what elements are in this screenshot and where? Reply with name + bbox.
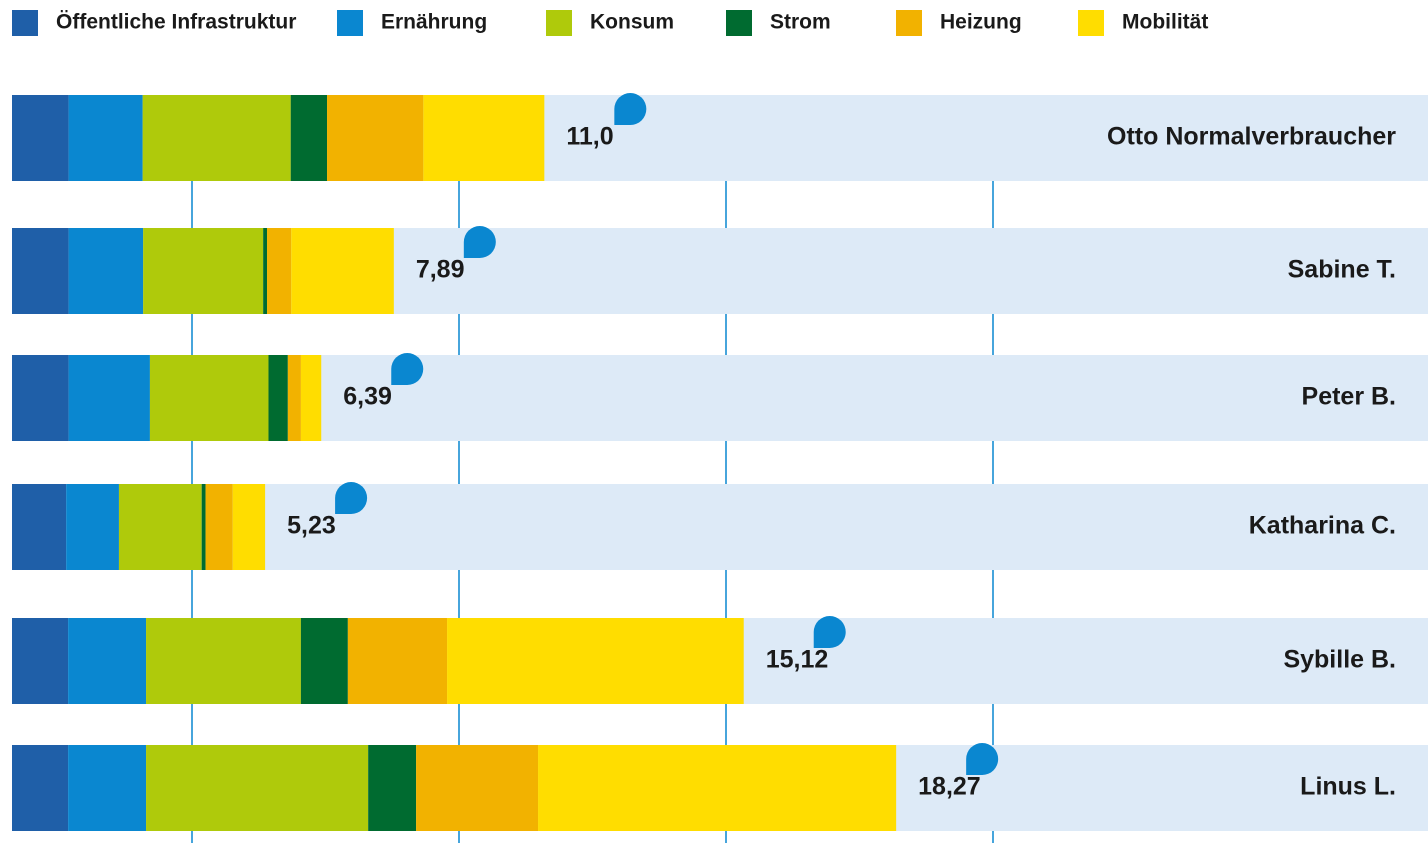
legend-swatch xyxy=(337,10,363,36)
bar-segment xyxy=(267,228,292,314)
total-pin xyxy=(614,93,647,125)
bar-segment xyxy=(68,95,143,181)
legend-label: Öffentliche Infrastruktur xyxy=(56,11,296,34)
legend-swatch xyxy=(546,10,572,36)
bar-segment xyxy=(347,618,448,704)
grid-lines xyxy=(191,95,994,843)
bar-segment xyxy=(416,745,539,831)
category-label: Katharina C. xyxy=(1249,512,1396,540)
bar-segment xyxy=(232,484,266,570)
legend-swatch xyxy=(12,10,38,36)
category-label: Sybille B. xyxy=(1283,646,1396,674)
category-label: Peter B. xyxy=(1302,383,1396,411)
bar-segment xyxy=(12,228,69,314)
bar-segment xyxy=(68,618,147,704)
bar-segment xyxy=(368,745,417,831)
legend-label: Ernährung xyxy=(381,11,487,34)
total-pin xyxy=(463,226,496,258)
legend-label: Strom xyxy=(770,11,831,34)
total-label: 15,12 xyxy=(766,646,829,674)
bar-segment xyxy=(118,484,202,570)
total-label: 5,23 xyxy=(287,512,336,540)
bar-segment xyxy=(287,355,301,441)
bar-segment xyxy=(300,618,348,704)
bar-segment xyxy=(538,745,897,831)
bar-segment xyxy=(263,228,268,314)
category-label: Linus L. xyxy=(1300,773,1396,801)
legend-label: Heizung xyxy=(940,11,1022,34)
bar-segment xyxy=(291,228,394,314)
legend-label: Konsum xyxy=(590,11,674,34)
bar-segment xyxy=(12,618,69,704)
category-label: Otto Normalverbraucher xyxy=(1107,123,1396,151)
legend-swatch xyxy=(726,10,752,36)
bar-segment xyxy=(12,355,69,441)
category-label: Sabine T. xyxy=(1288,256,1396,284)
bar-segment xyxy=(268,355,288,441)
total-label: 18,27 xyxy=(918,773,981,801)
bar-segment xyxy=(423,95,545,181)
legend-swatch xyxy=(1078,10,1104,36)
bar-segment xyxy=(300,355,322,441)
total-label: 7,89 xyxy=(416,256,465,284)
bar-segment xyxy=(327,95,424,181)
total-label: 11,0 xyxy=(566,123,613,151)
total-pin xyxy=(966,743,999,775)
bar-segment xyxy=(290,95,328,181)
bar-segment xyxy=(146,618,301,704)
total-pin xyxy=(813,616,846,648)
legend-swatch xyxy=(896,10,922,36)
total-label: 6,39 xyxy=(343,383,392,411)
bar-segment xyxy=(205,484,233,570)
bar-segment xyxy=(142,95,291,181)
bar-segment xyxy=(146,745,369,831)
bar-segment xyxy=(149,355,269,441)
bar-segment xyxy=(66,484,119,570)
bar-segment xyxy=(68,745,147,831)
bar-segment xyxy=(12,95,69,181)
bar-segment xyxy=(12,484,67,570)
bar-segment xyxy=(68,355,150,441)
legend-label: Mobilität xyxy=(1122,11,1208,34)
total-pin xyxy=(391,353,424,385)
bar-segment xyxy=(447,618,744,704)
bar-segment xyxy=(12,745,69,831)
bar-segment xyxy=(143,228,264,314)
bar-segment xyxy=(201,484,206,570)
bar-segment xyxy=(68,228,144,314)
total-pin xyxy=(335,482,368,514)
